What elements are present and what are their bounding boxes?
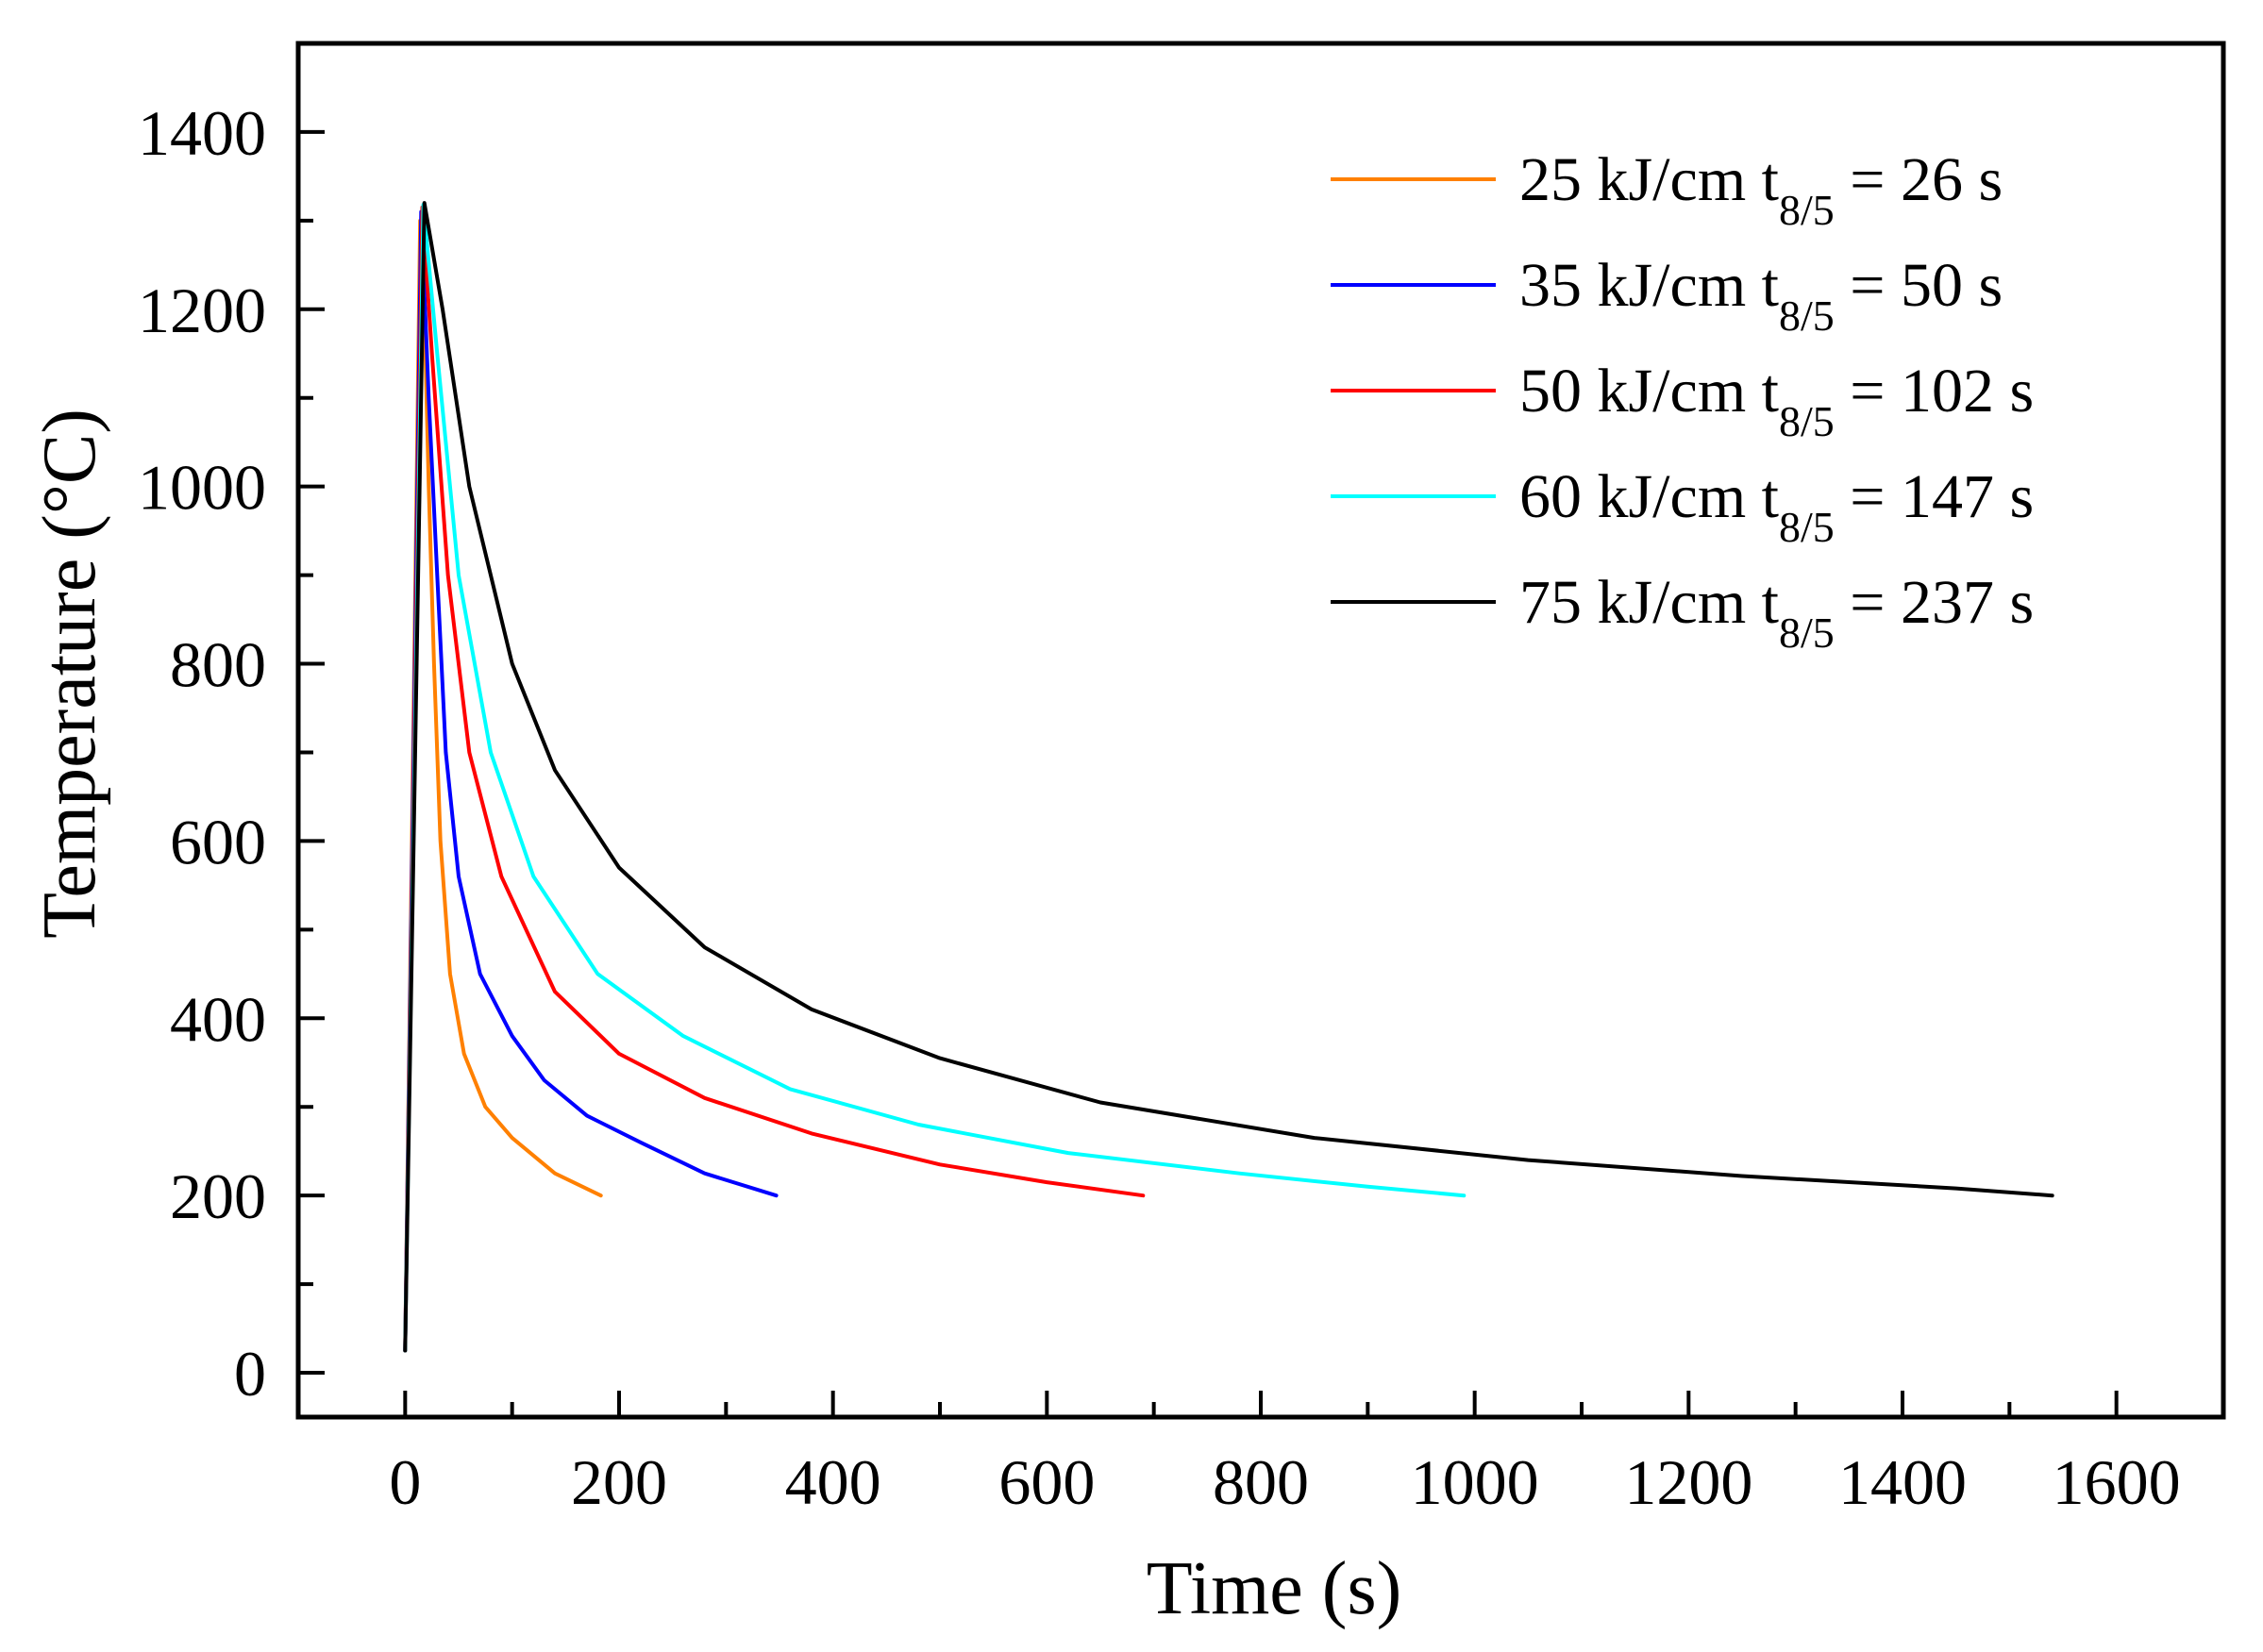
y-tick-label: 800 xyxy=(170,629,266,701)
x-tick-label: 800 xyxy=(1213,1446,1309,1518)
y-tick-label: 1200 xyxy=(138,275,266,346)
x-tick-label: 600 xyxy=(998,1446,1095,1518)
y-tick-label: 200 xyxy=(170,1160,266,1232)
plot-frame xyxy=(295,41,2226,1420)
x-tick-label: 0 xyxy=(389,1446,421,1518)
y-axis-title: Temperature (°C) xyxy=(28,409,111,939)
x-tick-label: 1600 xyxy=(2053,1446,2181,1518)
legend: 25 kJ/cm t8/5 = 26 s 35 kJ/cm t8/5 = 50 s… xyxy=(1331,145,2034,657)
legend-label-3: 50 kJ/cm t8/5 = 102 s xyxy=(1519,357,2034,445)
plot-lines xyxy=(403,201,2054,1353)
x-tick-label: 1200 xyxy=(1624,1446,1752,1518)
x-tick-label: 400 xyxy=(785,1446,881,1518)
legend-label-5: 75 kJ/cm t8/5 = 237 s xyxy=(1519,568,2034,657)
y-tick-label: 400 xyxy=(170,983,266,1055)
x-axis-title: Time (s) xyxy=(1147,1547,1401,1630)
legend-label-1: 25 kJ/cm t8/5 = 26 s xyxy=(1519,145,2003,234)
y-tick-label: 1400 xyxy=(138,97,266,169)
y-tick-label: 1000 xyxy=(138,452,266,524)
x-tick-label: 1400 xyxy=(1838,1446,1967,1518)
x-tick-label: 200 xyxy=(571,1446,667,1518)
series-line-5 xyxy=(403,201,2054,1353)
y-tick-label: 600 xyxy=(170,806,266,877)
series-line-2 xyxy=(403,209,779,1353)
series-line-3 xyxy=(403,205,1146,1353)
axis-tick-labels: 0 200 400 600 800 1000 1200 1400 1600 0 200 400 600 8… xyxy=(138,97,2181,1518)
series-line-4 xyxy=(403,203,1467,1353)
y-tick-label: 0 xyxy=(234,1338,266,1410)
legend-label-4: 60 kJ/cm t8/5 = 147 s xyxy=(1519,462,2034,551)
axis-ticks xyxy=(298,129,2119,1417)
legend-label-2: 35 kJ/cm t8/5 = 50 s xyxy=(1519,251,2003,340)
x-tick-label: 1000 xyxy=(1411,1446,1539,1518)
